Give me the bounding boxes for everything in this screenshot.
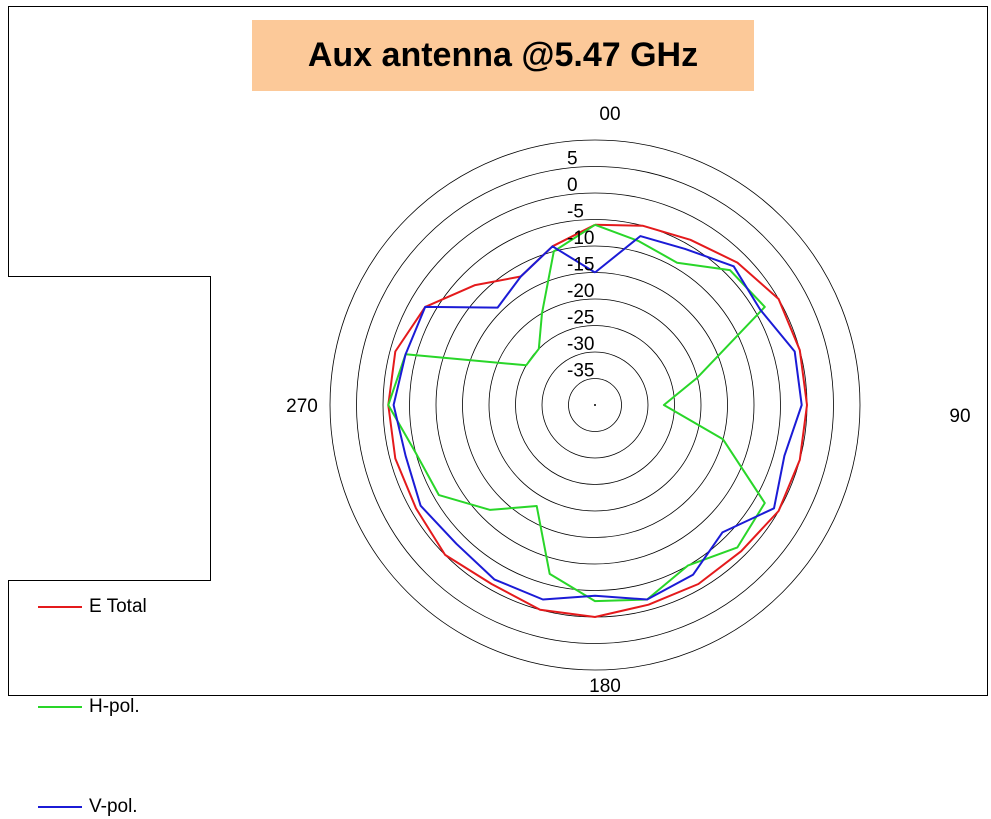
radial-tick-label: -20	[567, 281, 594, 302]
grid-ring	[356, 166, 834, 644]
radial-tick-label: -10	[567, 228, 594, 249]
center-point	[594, 404, 596, 406]
grid-ring	[409, 219, 781, 591]
legend-swatch-e-total	[38, 606, 82, 608]
angle-labels: 00 90 180 270	[286, 104, 970, 697]
angle-label-180: 180	[589, 676, 621, 697]
radial-tick-label: -5	[567, 202, 584, 223]
polar-plot: 5 0 -5 -10 -15 -20 -25 -30 -35 00 90 180 270	[286, 104, 970, 697]
grid-ring	[568, 378, 622, 432]
radial-tick-label: -30	[567, 334, 594, 355]
radial-tick-label: 0	[567, 175, 578, 196]
chart-title: Aux antenna @5.47 GHz	[252, 20, 754, 91]
series-layer	[387, 223, 808, 618]
angle-label-90: 90	[949, 406, 970, 427]
radial-tick-label: -25	[567, 308, 594, 329]
legend-swatch-v-pol	[38, 806, 82, 808]
angle-label-0: 00	[599, 104, 620, 125]
radial-tick-label: -15	[567, 255, 594, 276]
grid-ring	[329, 139, 861, 671]
grid-ring	[541, 351, 649, 459]
angle-label-270: 270	[286, 396, 318, 417]
radial-tick-labels: 5 0 -5 -10 -15 -20 -25 -30 -35	[567, 149, 594, 382]
radial-tick-label: 5	[567, 149, 578, 170]
legend-swatch-h-pol	[38, 706, 82, 708]
legend-label-e-total: E Total	[89, 596, 147, 617]
grid-ring	[435, 245, 755, 565]
radial-tick-label: -35	[567, 361, 594, 382]
grid-ring	[488, 298, 702, 512]
grid-ring	[515, 325, 675, 485]
series-v-pol	[392, 235, 803, 601]
series-h-pol	[387, 223, 766, 603]
polar-grid	[329, 139, 861, 671]
legend-label-v-pol: V-pol.	[89, 796, 138, 817]
